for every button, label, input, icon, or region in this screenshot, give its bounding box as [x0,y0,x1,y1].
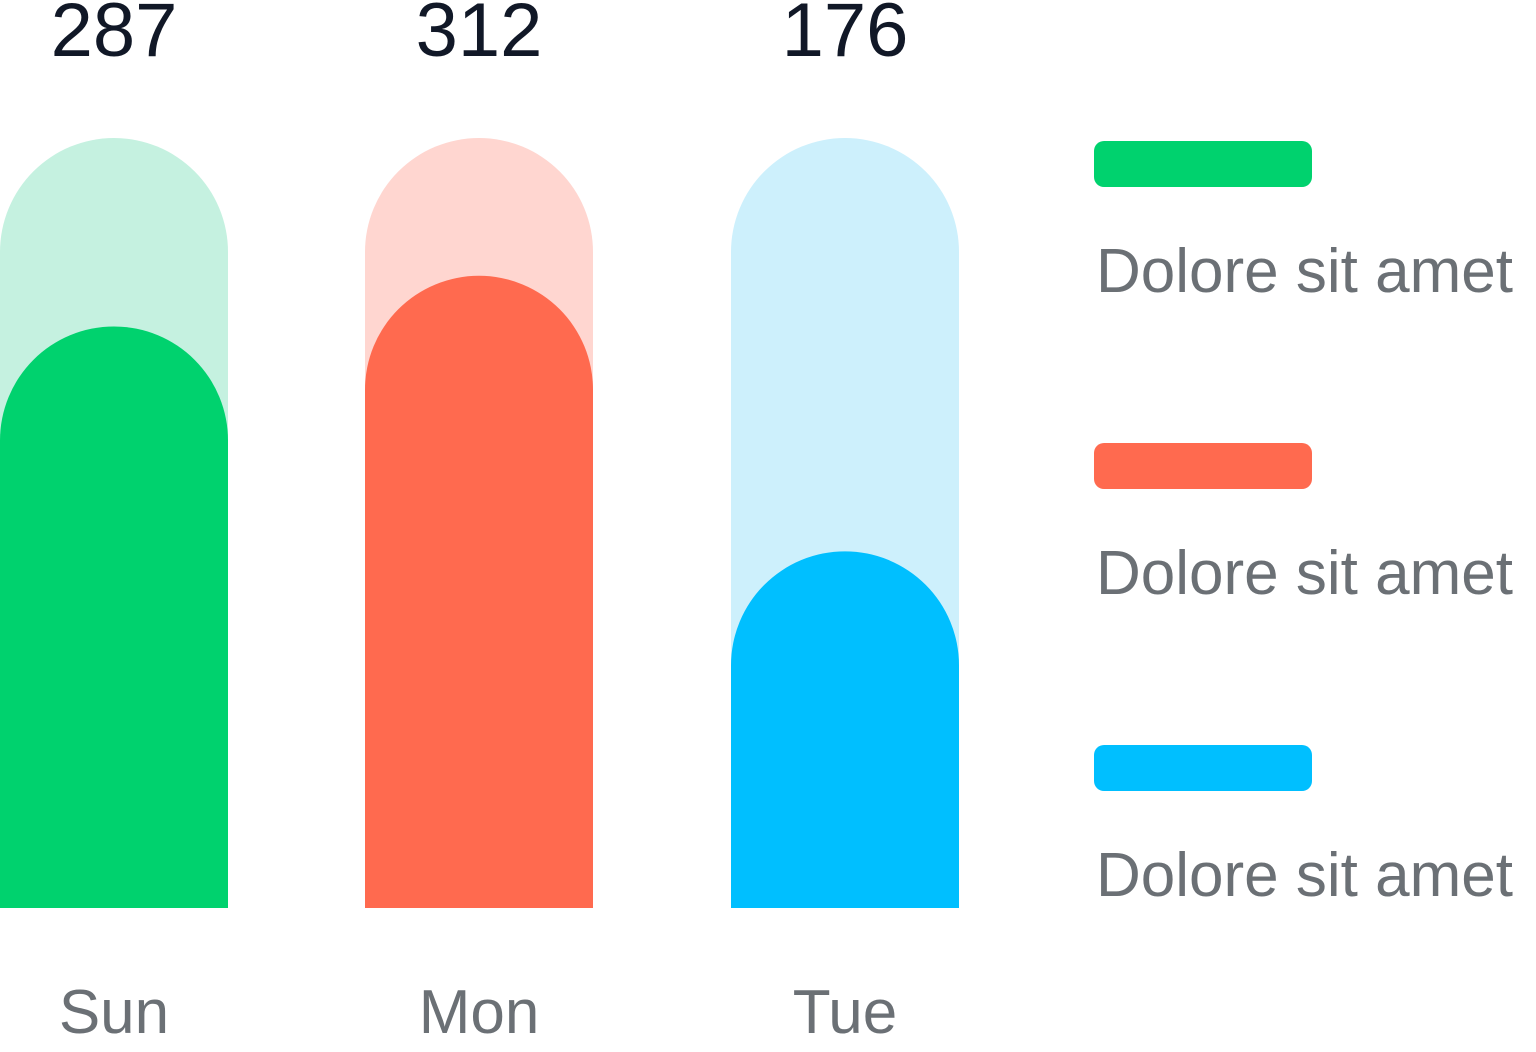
bar-sun [0,326,228,908]
legend-item-2: Dolore sit amet [1094,443,1513,608]
legend-label: Dolore sit amet [1096,539,1513,608]
data-label-sun: 287 [51,0,178,73]
legend-swatch [1094,745,1312,791]
data-label-mon: 312 [416,0,543,73]
x-tick-label-mon: Mon [419,978,540,1047]
legend-item-1: Dolore sit amet [1094,141,1513,306]
data-label-tue: 176 [782,0,909,73]
legend-label: Dolore sit amet [1096,841,1513,910]
legend-swatch [1094,443,1312,489]
legend-item-3: Dolore sit amet [1094,745,1513,910]
x-tick-label-tue: Tue [793,978,898,1047]
legend-swatch [1094,141,1312,187]
bar-mon [365,275,593,909]
legend-label: Dolore sit amet [1096,237,1513,306]
bar-tue [731,551,960,908]
x-tick-label-sun: Sun [59,978,169,1047]
